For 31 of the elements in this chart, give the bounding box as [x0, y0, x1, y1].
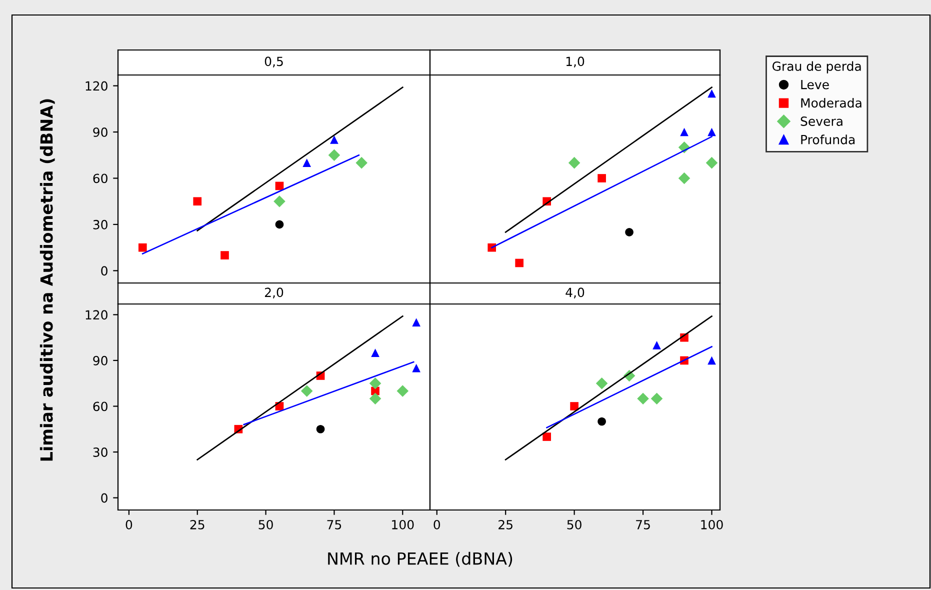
legend-label: Moderada: [801, 98, 862, 108]
y-tick-label: 0: [101, 493, 108, 503]
chart-title: 4,0: [566, 288, 584, 298]
x-tick-label: 0: [126, 520, 132, 530]
x-tick-label: 50: [258, 520, 273, 530]
legend-label: Severa: [800, 116, 842, 126]
y-tick-label: 120: [86, 310, 108, 320]
y-tick-label: 90: [93, 127, 108, 137]
x-tick-label: 75: [327, 520, 342, 530]
y-tick-label: 0: [101, 266, 108, 276]
chart-title: 2,0: [264, 288, 284, 298]
x-tick-label: 50: [567, 520, 582, 530]
y-tick-label: 90: [93, 356, 108, 366]
legend-label: Leve: [801, 80, 829, 90]
legend-title: Grau de perda: [772, 61, 861, 74]
y-tick-label: 30: [93, 447, 108, 457]
chart-title: 0,5: [264, 56, 283, 68]
y-tick-label: 60: [93, 174, 108, 184]
y-axis-title: Limiar auditivo na Audiometria (dBNA): [40, 99, 55, 461]
x-tick-label: 100: [701, 520, 723, 530]
x-tick-label: 0: [434, 520, 440, 530]
y-tick-label: 30: [93, 220, 108, 230]
x-tick-label: 100: [392, 520, 414, 530]
x-tick-label: 25: [190, 520, 204, 530]
y-tick-label: 60: [93, 402, 108, 412]
x-axis-title: NMR no PEAEE (dBNA): [328, 552, 512, 567]
x-tick-label: 25: [498, 520, 512, 530]
x-tick-label: 75: [636, 520, 650, 530]
legend-label: Profunda: [801, 134, 855, 144]
y-tick-label: 120: [86, 81, 108, 91]
chart-title: 1,0: [566, 56, 584, 68]
